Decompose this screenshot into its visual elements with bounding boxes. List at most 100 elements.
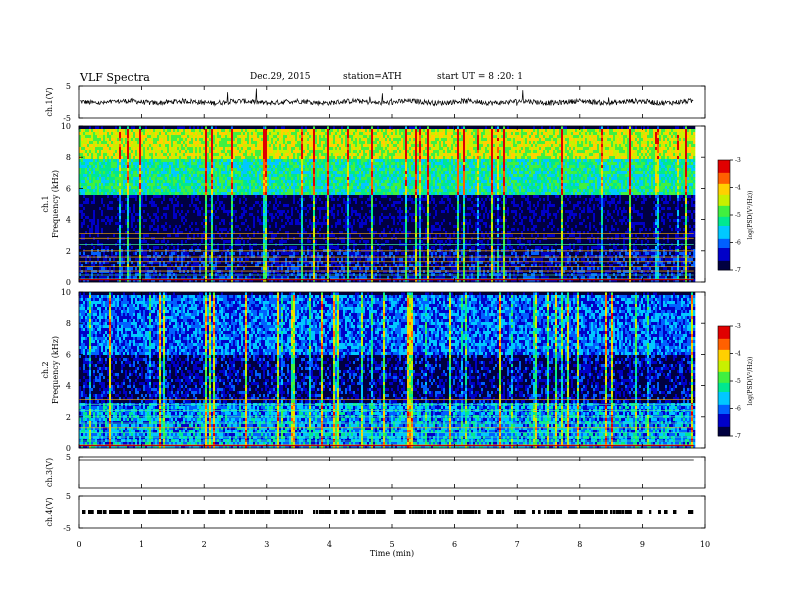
ch1-cell: [225, 195, 227, 198]
ch1-cell: [129, 147, 131, 150]
ch1-cell: [229, 126, 231, 129]
ch1-cell: [257, 240, 259, 243]
ch1-cell: [205, 159, 207, 162]
ch1-cell: [215, 174, 217, 177]
ch1-cell: [135, 225, 137, 228]
ch1-cell: [95, 195, 97, 198]
ch1-cell: [111, 258, 113, 261]
ch1-cell: [219, 246, 221, 249]
ch1-cell: [239, 213, 241, 216]
ch1-cell: [173, 162, 175, 165]
ch1-cell: [129, 135, 131, 138]
ch1-cell: [227, 147, 229, 150]
ch1-cell: [249, 129, 251, 132]
ch1-cell: [115, 150, 117, 153]
ch1-cell: [161, 186, 163, 189]
ch1-cell: [95, 264, 97, 267]
ch1-cell: [85, 204, 87, 207]
ch1-cell: [133, 204, 135, 207]
ch1-cell: [247, 264, 249, 267]
ch1-cell: [83, 228, 85, 231]
ch1-cell: [135, 129, 137, 132]
ch1-cell: [121, 150, 123, 153]
ch1-cell: [269, 150, 271, 153]
ch1-cell: [233, 216, 235, 219]
ch1-cell: [177, 204, 179, 207]
ch1-cell: [85, 129, 87, 132]
ch1-cell: [111, 165, 113, 168]
ch1-cell: [165, 222, 167, 225]
ch1-cell: [105, 204, 107, 207]
ch1-cell: [183, 267, 185, 270]
ch1-cell: [115, 216, 117, 219]
ch1-cell: [233, 225, 235, 228]
ch1-cell: [191, 186, 193, 189]
ch1-cell: [201, 132, 203, 135]
ch1-cell: [255, 162, 257, 165]
ch1-cell: [143, 153, 145, 156]
ch1-cell: [155, 222, 157, 225]
ch1-cell: [151, 216, 153, 219]
ch1-cell: [117, 147, 119, 150]
ch1-cell: [83, 207, 85, 210]
ch1-cell: [251, 234, 253, 237]
ch1-cell: [201, 189, 203, 192]
ch1-cell: [177, 147, 179, 150]
ch1-cell: [189, 138, 191, 141]
ch1-cell: [101, 192, 103, 195]
ch1-cell: [189, 252, 191, 255]
ch1-cell: [125, 195, 127, 198]
ch1-cell: [251, 141, 253, 144]
ch1-cell: [225, 141, 227, 144]
ch1-cell: [85, 240, 87, 243]
ch1-cell: [237, 192, 239, 195]
ch1-cell: [95, 225, 97, 228]
ch1-cell: [125, 192, 127, 195]
ch1-cell: [177, 225, 179, 228]
ch1-cell: [103, 141, 105, 144]
ch1-cell: [113, 138, 115, 141]
ch1-cell: [215, 165, 217, 168]
ch1-cell: [107, 135, 109, 138]
ch1-cell: [203, 153, 205, 156]
ch1-cell: [261, 198, 263, 201]
ch1-cell: [83, 177, 85, 180]
ch1-cell: [227, 174, 229, 177]
ch1-cell: [209, 186, 211, 189]
ch1-cell: [225, 216, 227, 219]
ch1-cell: [197, 213, 199, 216]
ch1-cell: [101, 147, 103, 150]
ch1-cell: [267, 192, 269, 195]
ch1-cell: [223, 228, 225, 231]
ch1-cell: [125, 186, 127, 189]
ch1-cell: [143, 138, 145, 141]
ch1-cell: [223, 126, 225, 129]
ch1-cell: [153, 252, 155, 255]
ch1-cell: [183, 174, 185, 177]
ch1-cell: [187, 141, 189, 144]
ch1-cell: [109, 186, 111, 189]
ch1-cell: [143, 207, 145, 210]
ch1-cell: [105, 147, 107, 150]
ch1-cell: [203, 156, 205, 159]
ch1-cell: [205, 204, 207, 207]
ch1-cell: [145, 240, 147, 243]
ch1-cell: [219, 195, 221, 198]
ch1-cell: [101, 204, 103, 207]
ch1-cell: [159, 132, 161, 135]
ch1-cell: [225, 165, 227, 168]
ch1-cell: [195, 213, 197, 216]
ch1-spectrogram: 0246810ch.1 Frequency (kHz): [41, 122, 705, 287]
ch1-cell: [225, 135, 227, 138]
ch1-cell: [235, 156, 237, 159]
ch1-cell: [185, 180, 187, 183]
ch1-cell: [141, 156, 143, 159]
ch1-cell: [159, 198, 161, 201]
ch1-cell: [217, 246, 219, 249]
ch1-cell: [149, 189, 151, 192]
ch1-cell: [143, 147, 145, 150]
ch1-cell: [85, 267, 87, 270]
ch1-cell: [123, 144, 125, 147]
ch1-cell: [179, 219, 181, 222]
ch1-cell: [243, 126, 245, 129]
